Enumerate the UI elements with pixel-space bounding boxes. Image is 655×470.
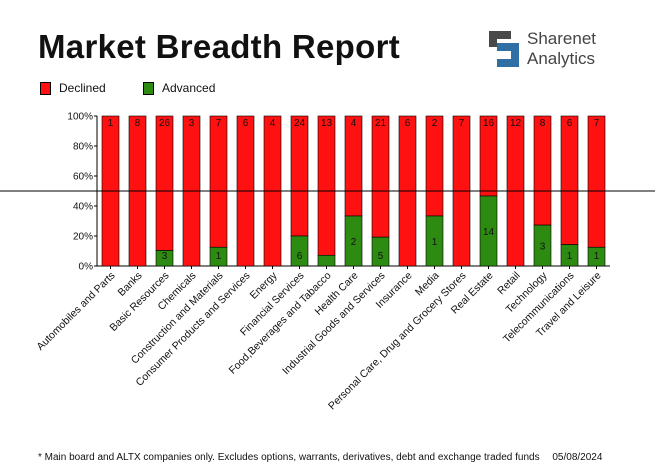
data-label-declined: 6 [243, 118, 249, 129]
brand-name: Sharenet [527, 29, 596, 48]
report-date: 05/08/2024 [552, 452, 603, 463]
y-tick-label: 100% [67, 112, 93, 123]
footer-disclaimer: * Main board and ALTX companies only. Ex… [38, 452, 540, 463]
data-label-declined: 8 [540, 118, 546, 129]
bar-declined [533, 115, 552, 226]
bar-declined [155, 115, 174, 251]
data-label-declined: 13 [321, 118, 333, 129]
data-label-declined: 1 [108, 118, 114, 129]
data-label-declined: 8 [135, 118, 141, 129]
y-tick-label: 40% [73, 202, 93, 213]
data-label-advanced: 1 [594, 251, 600, 262]
bar-declined [425, 115, 444, 217]
data-label-declined: 2 [432, 118, 438, 129]
y-tick-label: 0% [79, 262, 94, 273]
sharenet-logo-icon [489, 31, 519, 67]
y-tick-label: 20% [73, 232, 93, 243]
data-label-declined: 7 [459, 118, 465, 129]
bar-declined [371, 115, 390, 238]
y-tick-label: 80% [73, 142, 93, 153]
data-label-advanced: 6 [297, 251, 303, 262]
data-label-declined: 4 [351, 118, 357, 129]
data-label-declined: 21 [375, 118, 387, 129]
market-breadth-chart: 0% 20% 40% 60% 80% 100% 1 Automobiles and Parts… [0, 112, 655, 412]
bar-declined [317, 115, 336, 256]
report-title: Market Breadth Report [38, 28, 401, 65]
data-label-declined: 6 [567, 118, 573, 129]
legend-swatch-advanced [143, 82, 154, 95]
data-label-declined: 26 [159, 118, 171, 129]
data-label-advanced: 1 [567, 251, 573, 262]
data-label-declined: 6 [405, 118, 411, 129]
data-label-advanced: 14 [483, 227, 495, 238]
brand-subtitle: Analytics [527, 49, 596, 68]
data-label-declined: 3 [189, 118, 195, 129]
legend-swatch-declined [40, 82, 51, 95]
data-label-advanced: 3 [162, 251, 168, 262]
data-label-advanced: 2 [351, 237, 357, 248]
data-label-declined: 4 [270, 118, 276, 129]
sharenet-logo: Sharenet Analytics [487, 29, 627, 73]
bar-declined [344, 115, 363, 217]
bar-declined [290, 115, 309, 237]
data-label-declined: 24 [294, 118, 306, 129]
data-label-advanced: 1 [216, 251, 222, 262]
footer-note: * Main board and ALTX companies only. Ex… [38, 452, 602, 463]
bar-declined [587, 115, 606, 248]
data-label-declined: 12 [510, 118, 522, 129]
x-tick-label: Automobiles and Parts [34, 270, 117, 353]
data-label-advanced: 3 [540, 242, 546, 253]
data-label-advanced: 1 [432, 237, 438, 248]
data-label-declined: 7 [216, 118, 222, 129]
bar-declined [560, 115, 579, 245]
data-label-advanced: 5 [378, 251, 384, 262]
y-tick-label: 60% [73, 172, 93, 183]
data-label-declined: 16 [483, 118, 495, 129]
legend-label-declined: Declined [59, 81, 106, 95]
data-label-declined: 7 [594, 118, 600, 129]
bar-declined [209, 115, 228, 248]
bar-advanced [317, 254, 336, 267]
legend-label-advanced: Advanced [162, 81, 216, 95]
